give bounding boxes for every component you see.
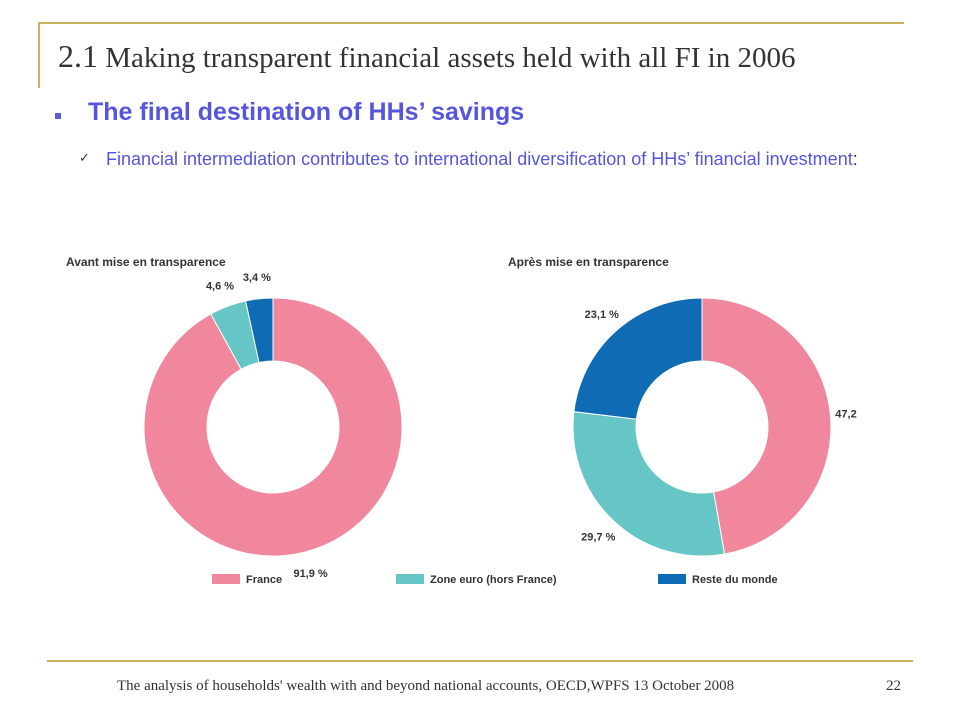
- chart-legend: France Zone euro (hors France) Reste du …: [212, 574, 778, 586]
- title-frame-top-rule: [38, 22, 904, 24]
- slice-before-france: [143, 297, 403, 557]
- slice-label-before-zone-euro: 4,6 %: [206, 281, 234, 293]
- square-bullet-icon: [55, 113, 61, 119]
- footer-text: The analysis of households' wealth with …: [117, 678, 735, 694]
- slice-after-reste-du-monde: [573, 297, 703, 420]
- title-number: 2.1: [58, 38, 98, 74]
- slice-label-before-reste-du-monde: 3,4 %: [243, 272, 271, 284]
- subtext: Financial intermediation contributes to …: [106, 142, 906, 177]
- section-heading: The final destination of HHs’ savings: [88, 98, 525, 126]
- slice-label-after-zone-euro: 29,7 %: [581, 532, 615, 544]
- subtext-body: Financial intermediation contributes to …: [106, 149, 853, 169]
- slice-label-before-france: 91,9 %: [293, 568, 327, 580]
- slice-after-zone-euro: [572, 411, 726, 557]
- chart-after: Après mise en transparence 47,2 % 29,7 % 2…: [508, 255, 860, 557]
- slice-label-after-reste-du-monde: 23,1 %: [585, 309, 619, 321]
- chart-before-title: Avant mise en transparence: [66, 255, 226, 269]
- legend-label-zone-euro: Zone euro (hors France): [430, 574, 557, 586]
- chart-after-title: Après mise en transparence: [508, 255, 669, 269]
- footer-rule: [47, 660, 913, 662]
- slice-before-reste-du-monde: [245, 297, 274, 364]
- donut-charts-figure: Avant mise en transparence 91,9 % 4,6 % 3,…: [66, 255, 860, 586]
- chart-after-donut: 47,2 % 29,7 % 23,1 %: [572, 297, 860, 557]
- checkmark-icon: ✓: [79, 150, 90, 165]
- page-number: 22: [886, 678, 901, 694]
- legend-label-reste-du-monde: Reste du monde: [692, 574, 778, 586]
- legend-swatch-france: [212, 574, 240, 584]
- legend-swatch-zone-euro: [396, 574, 424, 584]
- chart-before-donut: 91,9 % 4,6 % 3,4 %: [143, 272, 403, 580]
- slice-label-after-france: 47,2 %: [835, 409, 860, 421]
- slice-after-france: [701, 297, 832, 555]
- slide-title: 2.1 Making transparent financial assets …: [58, 38, 795, 75]
- chart-before: Avant mise en transparence 91,9 % 4,6 % 3,…: [66, 255, 403, 580]
- title-frame-left-rule: [38, 22, 40, 88]
- legend-swatch-reste-du-monde: [658, 574, 686, 584]
- title-text: Making transparent financial assets held…: [105, 42, 796, 74]
- legend-label-france: France: [246, 574, 282, 586]
- subtext-colon: :: [852, 149, 858, 169]
